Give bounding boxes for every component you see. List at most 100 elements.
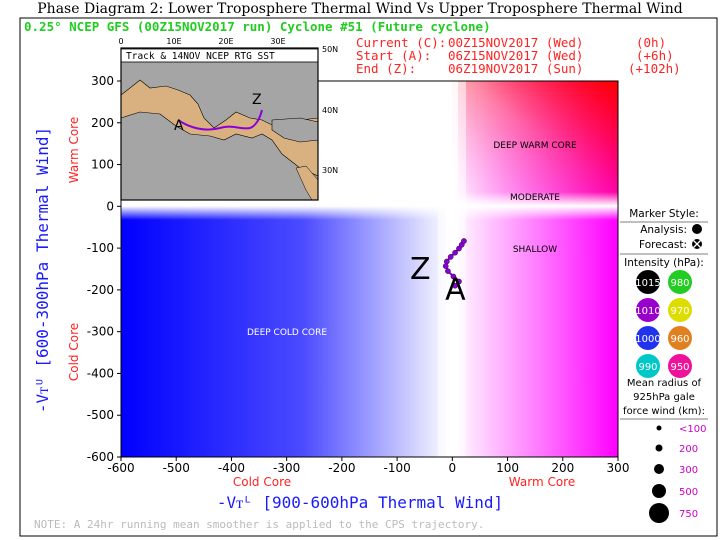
timing-start-value: 06Z15NOV2017 (Wed) (448, 48, 583, 63)
timing-start-label: Start (A): (356, 48, 431, 63)
radius-label: 500 (679, 487, 698, 498)
legend-radius-title: Mean radius of (627, 378, 702, 389)
legend-analysis-label: Analysis: (640, 224, 687, 236)
radius-marker (656, 425, 662, 431)
x-cold-core-label: Cold Core (233, 475, 291, 489)
x-tick-label: 100 (496, 461, 519, 475)
y-tick-label: 300 (91, 74, 114, 88)
x-tick-label: 200 (551, 461, 574, 475)
plot-frame (120, 80, 619, 458)
intensity-label: 970 (670, 306, 689, 317)
radius-marker (655, 444, 663, 452)
radius-marker (654, 464, 664, 474)
x-tick-label: -200 (328, 461, 355, 475)
timing-end-offset: (+102h) (628, 61, 681, 76)
cold-region (121, 206, 452, 457)
track-end-label: Z (410, 252, 431, 287)
legend-intensity: 1015 980 1010 970 1000 960 990 950 (635, 270, 692, 378)
inset-caption: Track & 14NOV NCEP RTG SST (126, 51, 275, 62)
legend-radius-title: 925hPa gale (633, 392, 695, 403)
track-point (444, 258, 450, 265)
inset-track-end: Z (252, 92, 262, 108)
y-tick-label: -600 (87, 450, 114, 464)
inset-axis-labels: 0 10E 20E 30E 50N 40N 30N (118, 37, 338, 175)
intensity-swatch (668, 326, 692, 350)
radius-label: <100 (679, 424, 706, 435)
x-tick-label: -600 (107, 461, 134, 475)
inset-lon-label: 20E (218, 37, 233, 46)
track-point (450, 273, 457, 280)
region-deep-cold-core: DEEP COLD CORE (247, 328, 327, 338)
intensity-label: 980 (670, 278, 689, 289)
track-start-label: A (445, 273, 466, 308)
y-tick-label: -300 (87, 325, 114, 339)
radius-marker (649, 503, 669, 523)
subtitle: 0.25° NCEP GFS (00Z15NOV2017 run) Cyclon… (24, 19, 491, 34)
page-title: Phase Diagram 2: Lower Troposphere Therm… (37, 1, 683, 17)
timing-end-value: 06Z19NOV2017 (Sun) (448, 61, 583, 76)
inset-lon-label: 30E (270, 37, 285, 46)
y-tick-label: -400 (87, 366, 114, 380)
intensity-swatch (668, 354, 692, 378)
x-tick-label: -500 (163, 461, 190, 475)
timing-current-label: Current (C): (356, 35, 446, 50)
inset-track-line (177, 109, 263, 131)
track-point (461, 238, 467, 244)
x-tick-label: -400 (218, 461, 245, 475)
y-cold-core-label: Cold Core (67, 323, 81, 381)
y-tick-label: 0 (106, 199, 114, 213)
cyclone-track: AZ (410, 238, 467, 308)
x-tick-label: 0 (449, 461, 457, 475)
legend-radius-title: force wind (km): (623, 406, 705, 417)
legend-intensity-title: Intensity (hPa): (624, 257, 704, 269)
region-deep-warm-core: DEEP WARM CORE (493, 141, 577, 151)
inset-lon-label: 0 (118, 37, 123, 46)
timing-current-offset: (0h) (636, 35, 666, 50)
timing-start-offset: (+6h) (636, 48, 674, 63)
x-tick-label: 300 (607, 461, 630, 475)
radius-label: 200 (679, 444, 698, 455)
region-shallow: SHALLOW (513, 245, 557, 255)
legend: Marker Style: Analysis: Forecast: Intens… (620, 208, 708, 523)
y-tick-label: -200 (87, 283, 114, 297)
inset-map: A Z Track & 14NOV NCEP RTG SST (120, 47, 319, 201)
y-axis-ticks: 300 200 100 0 -100 -200 -300 -400 -500 -600 (87, 74, 121, 464)
timing-info: Current (C): 00Z15NOV2017 (Wed) (0h) Sta… (356, 35, 681, 76)
legend-radius: <100 200 300 500 750 (649, 424, 706, 523)
track-point (445, 268, 451, 274)
track-point (452, 282, 458, 289)
inset-lon-label: 10E (166, 37, 181, 46)
y-tick-label: 200 (91, 116, 114, 130)
legend-forecast-marker (692, 239, 702, 249)
intensity-label: 1010 (635, 306, 660, 317)
radius-label: 300 (679, 465, 698, 476)
radius-label: 750 (679, 509, 698, 520)
track-point (452, 249, 458, 256)
y-tick-label: -100 (87, 241, 114, 255)
legend-forecast-label: Forecast: (639, 239, 687, 251)
intensity-label: 960 (670, 334, 689, 345)
x-axis-ticks: -600 -500 -400 -300 -200 -100 0 100 200 300 (107, 457, 629, 475)
x-axis-title: -Vᴛᴸ [900-600hPa Thermal Wind] (217, 493, 503, 512)
outer-frame (19, 17, 718, 537)
intensity-swatch (636, 298, 660, 322)
intensity-swatch (668, 270, 692, 294)
radius-marker (652, 484, 666, 498)
inset-anatolia-land (271, 117, 319, 143)
inset-lat-label: 50N (322, 45, 338, 54)
intensity-swatch (636, 354, 660, 378)
region-moderate: MODERATE (510, 193, 560, 203)
track-point (456, 245, 462, 252)
legend-analysis-marker (692, 224, 702, 234)
intensity-label: 990 (638, 362, 657, 373)
inset-track-start: A (174, 118, 184, 134)
track-point (456, 278, 462, 285)
intensity-label: 950 (670, 362, 689, 373)
deep-warm-region (452, 81, 618, 206)
y-tick-label: 100 (91, 158, 114, 172)
intensity-label: 1015 (635, 278, 660, 289)
intensity-label: 1000 (635, 334, 660, 345)
y-tick-label: -500 (87, 408, 114, 422)
intensity-swatch (636, 326, 660, 350)
